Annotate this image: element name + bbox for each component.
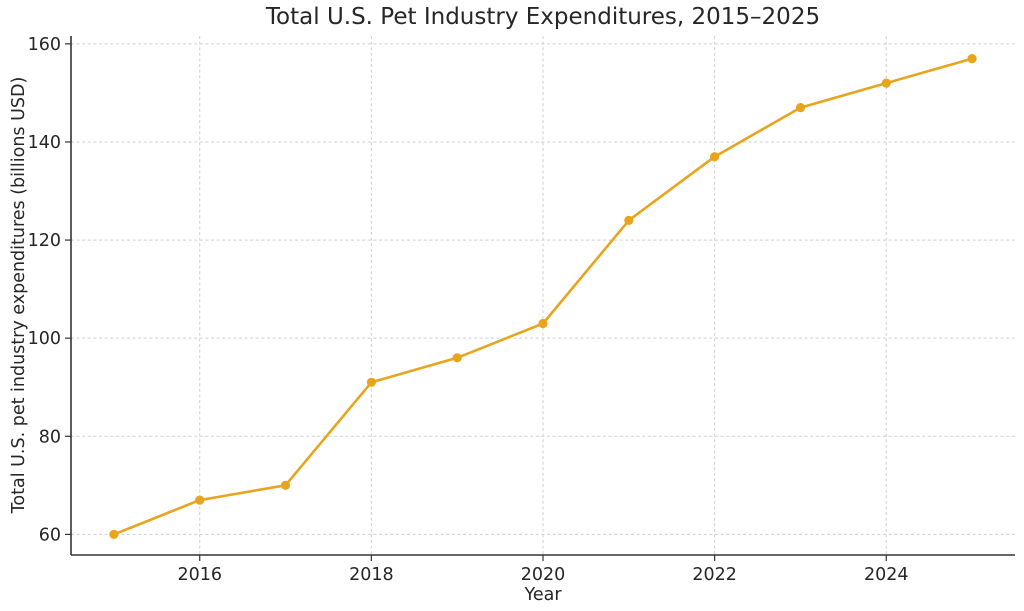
data-point-marker: [452, 353, 462, 363]
data-point-marker: [710, 152, 720, 162]
data-point-marker: [624, 215, 634, 225]
x-tick-label: 2016: [177, 565, 222, 585]
chart-title: Total U.S. Pet Industry Expenditures, 20…: [265, 4, 821, 30]
data-point-marker: [967, 54, 977, 64]
y-tick-label: 120: [28, 231, 61, 251]
data-point-marker: [109, 529, 119, 540]
x-tick-label: 2018: [349, 565, 394, 585]
data-point-marker: [795, 103, 806, 113]
y-axis-label: Total U.S. pet industry expenditures (bi…: [9, 76, 29, 514]
x-tick-label: 2024: [864, 565, 909, 585]
data-point-marker: [538, 318, 548, 329]
data-point-marker: [195, 495, 205, 505]
data-point-marker: [366, 377, 376, 387]
y-tick-label: 160: [28, 35, 61, 55]
data-point-marker: [280, 480, 291, 490]
data-point-marker: [881, 78, 891, 88]
y-tick-label: 100: [28, 329, 61, 349]
y-tick-label: 140: [28, 133, 61, 153]
x-tick-label: 2020: [521, 565, 566, 585]
x-tick-label: 2022: [692, 565, 737, 585]
y-tick-label: 60: [39, 525, 61, 545]
x-axis-label: Year: [524, 585, 562, 605]
y-tick-label: 80: [39, 427, 61, 447]
